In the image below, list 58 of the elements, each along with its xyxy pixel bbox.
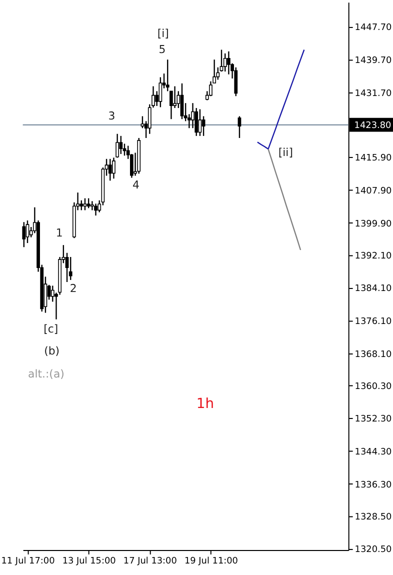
annotation: 3 bbox=[108, 109, 116, 122]
candlestick bbox=[86, 198, 90, 209]
annotation: 2 bbox=[70, 282, 77, 295]
candlestick bbox=[209, 80, 212, 97]
candlestick bbox=[26, 220, 30, 244]
y-tick-label: 1407.90 bbox=[354, 186, 392, 197]
candlestick bbox=[68, 256, 72, 281]
candlestick bbox=[223, 52, 227, 72]
candlestick bbox=[140, 116, 144, 129]
candlestick bbox=[83, 198, 87, 211]
y-tick-label: 1431.70 bbox=[354, 88, 392, 99]
candlestick bbox=[227, 50, 230, 75]
candlestick bbox=[119, 135, 123, 155]
candlestick bbox=[191, 102, 194, 129]
candlestick bbox=[116, 133, 120, 158]
annotation: 1h bbox=[196, 396, 214, 412]
candlestick bbox=[80, 200, 84, 211]
y-tick-label: 1399.90 bbox=[354, 219, 392, 230]
candlestick bbox=[173, 86, 176, 109]
y-tick-label: 1384.10 bbox=[354, 284, 392, 294]
y-tick-label: 1344.30 bbox=[354, 448, 392, 458]
x-tick-label: 19 Jul 11:00 bbox=[184, 556, 238, 566]
candlestick bbox=[194, 107, 198, 137]
annotation: alt.:(a) bbox=[28, 367, 64, 380]
y-tick-label: 1360.30 bbox=[354, 382, 392, 392]
y-tick-label: 1439.70 bbox=[354, 56, 392, 66]
x-tick-label: 11 Jul 17:00 bbox=[1, 556, 56, 566]
y-tick-label: 1447.70 bbox=[354, 23, 392, 34]
y-tick-label: 1368.10 bbox=[354, 350, 392, 360]
line-series bbox=[268, 148, 302, 251]
candlestick bbox=[158, 76, 162, 108]
y-tick-label: 1328.50 bbox=[354, 512, 392, 522]
y-tick-label: 1392.10 bbox=[354, 251, 392, 262]
candlestick bbox=[170, 90, 173, 120]
candlestick bbox=[198, 108, 202, 137]
annotation: [c] bbox=[44, 322, 58, 336]
y-tick-label: 1415.90 bbox=[354, 154, 392, 164]
annotation: [i] bbox=[157, 26, 169, 40]
y-tick-label: 1320.50 bbox=[354, 545, 392, 556]
annotation: 4 bbox=[132, 178, 140, 192]
x-tick-label: 13 Jul 15:00 bbox=[62, 556, 116, 566]
candlestick bbox=[94, 203, 98, 216]
x-tick-label: 17 Jul 13:00 bbox=[123, 556, 178, 566]
y-tick-label: 1376.10 bbox=[354, 317, 392, 328]
candlestick bbox=[112, 157, 116, 180]
annotation: 1 bbox=[56, 226, 63, 240]
annotation: (b) bbox=[44, 344, 60, 358]
annotation: [ii] bbox=[278, 146, 293, 159]
annotation: 5 bbox=[158, 42, 166, 56]
y-tick-label: 1352.30 bbox=[354, 414, 392, 425]
candlestick bbox=[166, 59, 170, 92]
y-tick-label: 1336.30 bbox=[354, 480, 392, 490]
candlestick bbox=[202, 116, 206, 137]
ref-line-label: 1423.80 bbox=[354, 120, 392, 131]
candlestick bbox=[108, 158, 112, 182]
candlestick bbox=[234, 66, 238, 97]
candlestick bbox=[22, 222, 26, 248]
candlestick bbox=[238, 116, 242, 139]
